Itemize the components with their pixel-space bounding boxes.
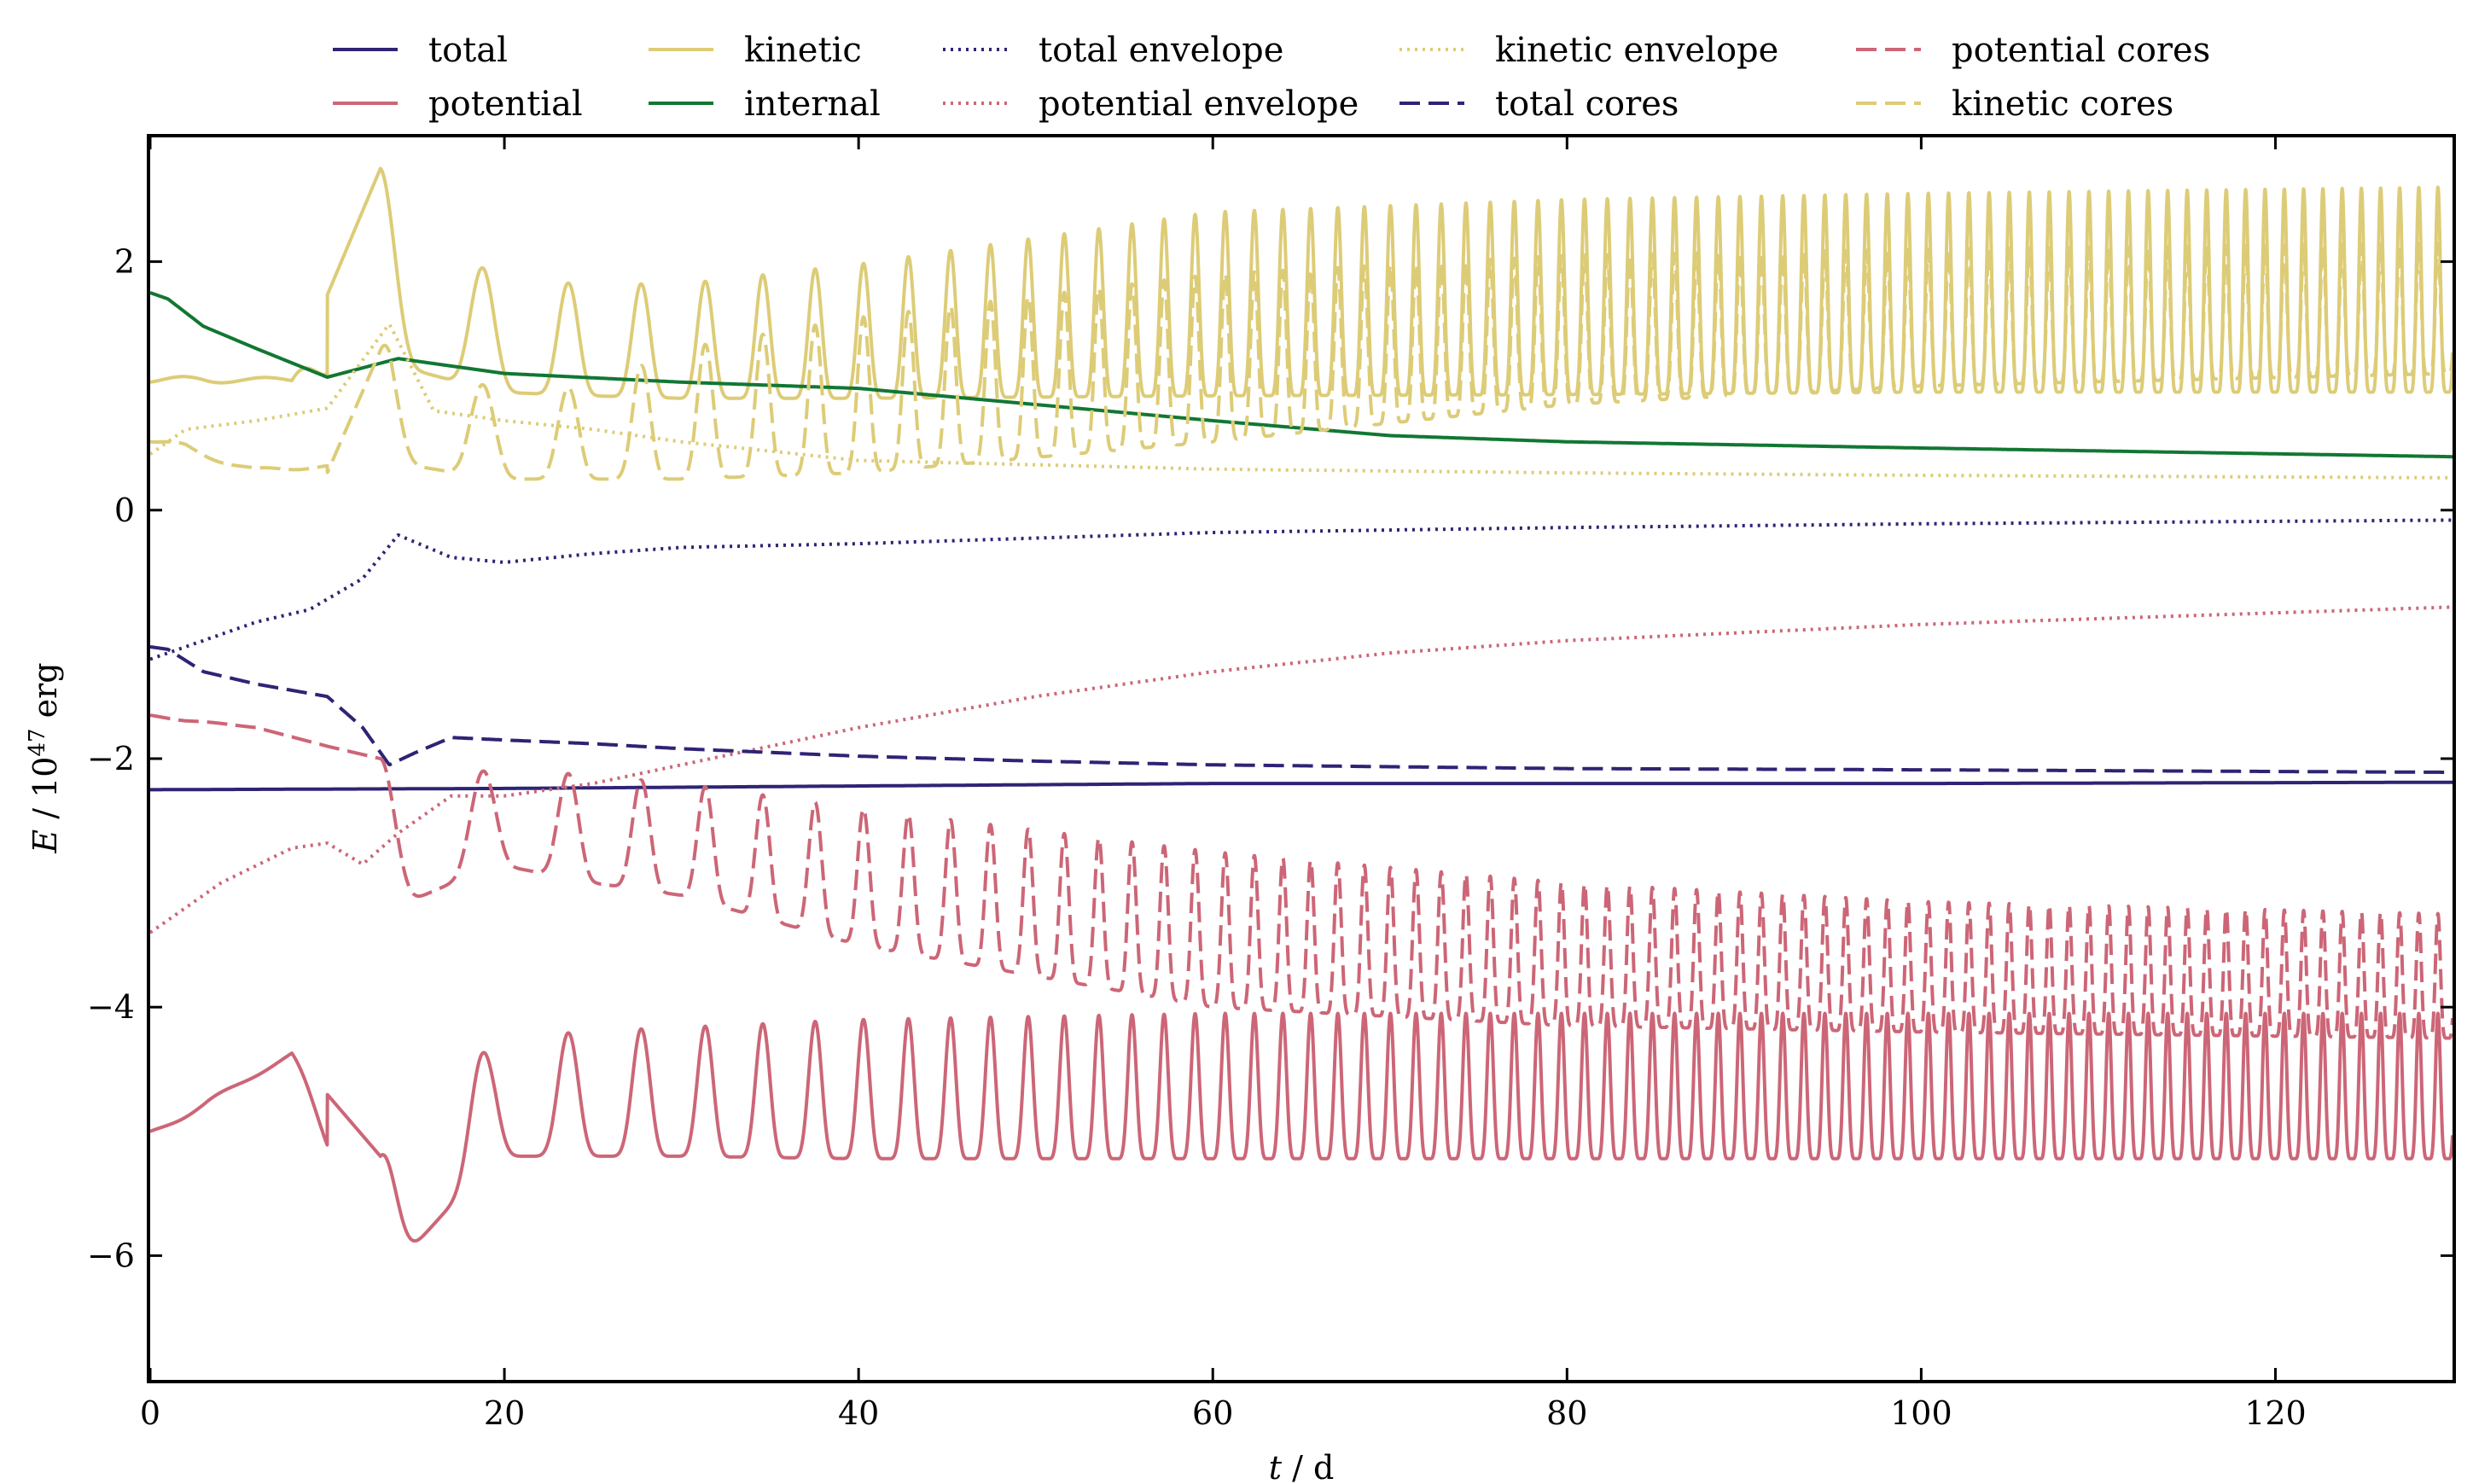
- legend-label-total: total: [428, 31, 508, 70]
- series-line-potential: [150, 1011, 2453, 1243]
- x-tick-label: 100: [1890, 1394, 1952, 1432]
- plot-area-frame: [147, 134, 2456, 1383]
- x-tick-label: 0: [140, 1394, 160, 1432]
- legend-label-total-envelope: total envelope: [1039, 31, 1283, 70]
- legend-label-potential-cores: potential cores: [1952, 31, 2210, 70]
- series-group: [150, 166, 2453, 1243]
- legend-label-kinetic-envelope: kinetic envelope: [1495, 31, 1778, 70]
- legend-label-kinetic-cores: kinetic cores: [1952, 84, 2173, 124]
- x-tick-label: 40: [838, 1394, 879, 1432]
- x-tick-label: 20: [484, 1394, 525, 1432]
- x-tick-label: 60: [1192, 1394, 1233, 1432]
- y-tick-label: 2: [114, 243, 135, 281]
- series-line-kinetic-envelope: [150, 323, 2453, 480]
- y-axis-label: E / 1047 erg: [25, 662, 64, 853]
- y-tick-label: 0: [114, 492, 135, 529]
- legend: total potential kinetic internal total envel…: [333, 31, 2210, 124]
- y-tick-label: −6: [87, 1237, 135, 1274]
- x-axis-label: t / d: [1269, 1449, 1335, 1484]
- legend-label-total-cores: total cores: [1495, 84, 1679, 124]
- x-tick-label: 80: [1546, 1394, 1587, 1432]
- x-tick-label: 120: [2244, 1394, 2307, 1432]
- legend-label-internal: internal: [744, 84, 881, 124]
- axis-ticks: 0 20 40 60 80 100 120 −6 −4 −2 0 2: [87, 137, 2453, 1432]
- series-line-kinetic-cores: [150, 242, 2453, 481]
- series-line-total-cores: [150, 645, 2453, 774]
- legend-label-potential-envelope: potential envelope: [1039, 84, 1359, 124]
- y-tick-label: −2: [87, 740, 135, 777]
- y-tick-label: −4: [87, 988, 135, 1026]
- series-line-total: [150, 780, 2453, 792]
- series-line-kinetic: [150, 166, 2453, 400]
- series-line-potential-cores: [150, 713, 2453, 1040]
- legend-label-kinetic: kinetic: [744, 31, 862, 70]
- legend-label-potential: potential: [428, 84, 583, 124]
